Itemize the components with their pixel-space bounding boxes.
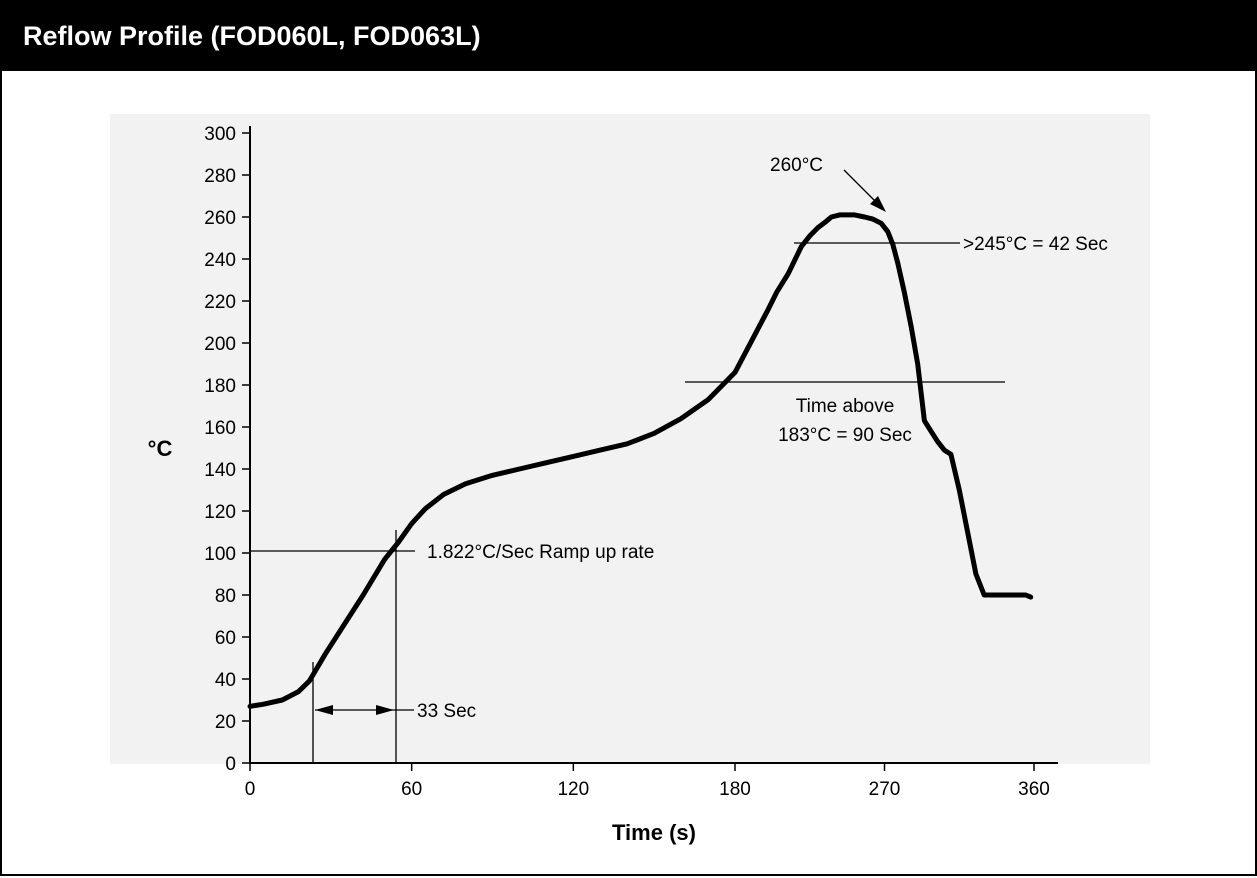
- time-above-183-label-line1: Time above: [796, 396, 895, 417]
- plot-background: [110, 114, 1150, 764]
- time-above-183-label-line2: 183°C = 90 Sec: [778, 425, 912, 446]
- chart-title: Reflow Profile (FOD060L, FOD063L): [2, 2, 1257, 71]
- y-tick-label: 220: [204, 292, 236, 313]
- y-ticks: 0 20 40 60 80 100 120 140 160 180 200 220 240 260 280 3…: [204, 124, 250, 775]
- time-above-245-label: >245°C = 42 Sec: [963, 234, 1108, 255]
- y-tick-label: 280: [204, 166, 236, 187]
- x-tick-label: 270: [869, 779, 901, 800]
- y-tick-label: 300: [204, 124, 236, 145]
- y-tick-label: 40: [215, 670, 236, 691]
- y-tick-label: 80: [215, 586, 236, 607]
- y-tick-label: 140: [204, 460, 236, 481]
- x-tick-label: 180: [719, 779, 751, 800]
- y-tick-label: 180: [204, 376, 236, 397]
- 33-sec-label: 33 Sec: [417, 701, 476, 722]
- y-tick-label: 120: [204, 502, 236, 523]
- y-tick-label: 200: [204, 334, 236, 355]
- dimension-arrow-right: [376, 705, 394, 715]
- x-axis-label: Time (s): [612, 820, 696, 845]
- y-tick-label: 20: [215, 712, 236, 733]
- peak-pointer-arrowhead: [870, 196, 886, 212]
- y-tick-label: 260: [204, 208, 236, 229]
- y-tick-label: 60: [215, 628, 236, 649]
- x-tick-label: 60: [401, 779, 422, 800]
- temperature-profile-line: [247, 212, 1034, 709]
- x-tick-label: 0: [245, 779, 256, 800]
- x-ticks: 0 60 120 180 270 360: [245, 763, 1050, 800]
- y-tick-label: 160: [204, 418, 236, 439]
- x-tick-label: 360: [1018, 779, 1050, 800]
- x-tick-label: 120: [557, 779, 589, 800]
- y-tick-label: 240: [204, 250, 236, 271]
- dimension-arrow-left: [315, 705, 333, 715]
- y-axis-label: °C: [148, 436, 173, 461]
- y-tick-label: 0: [225, 754, 236, 775]
- ramp-rate-label: 1.822°C/Sec Ramp up rate: [427, 542, 654, 563]
- peak-temp-label: 260°C: [770, 155, 823, 176]
- y-tick-label: 100: [204, 544, 236, 565]
